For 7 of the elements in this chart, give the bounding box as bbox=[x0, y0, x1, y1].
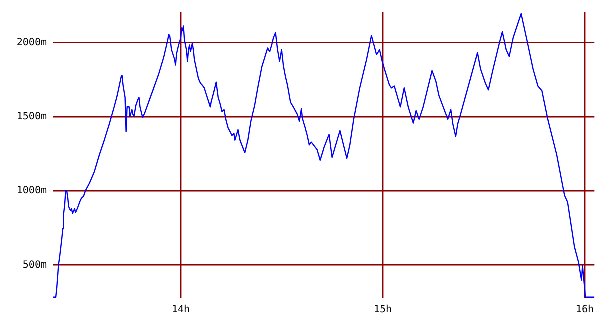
y-tick-label: 1000m bbox=[16, 186, 47, 197]
x-tick-label: 15h bbox=[374, 304, 392, 316]
y-tick-label: 500m bbox=[22, 260, 47, 271]
x-tick-label: 16h bbox=[576, 304, 594, 316]
x-tick-label: 14h bbox=[172, 304, 190, 316]
y-tick-label: 2000m bbox=[16, 37, 47, 48]
y-tick-label: 1500m bbox=[16, 112, 47, 123]
